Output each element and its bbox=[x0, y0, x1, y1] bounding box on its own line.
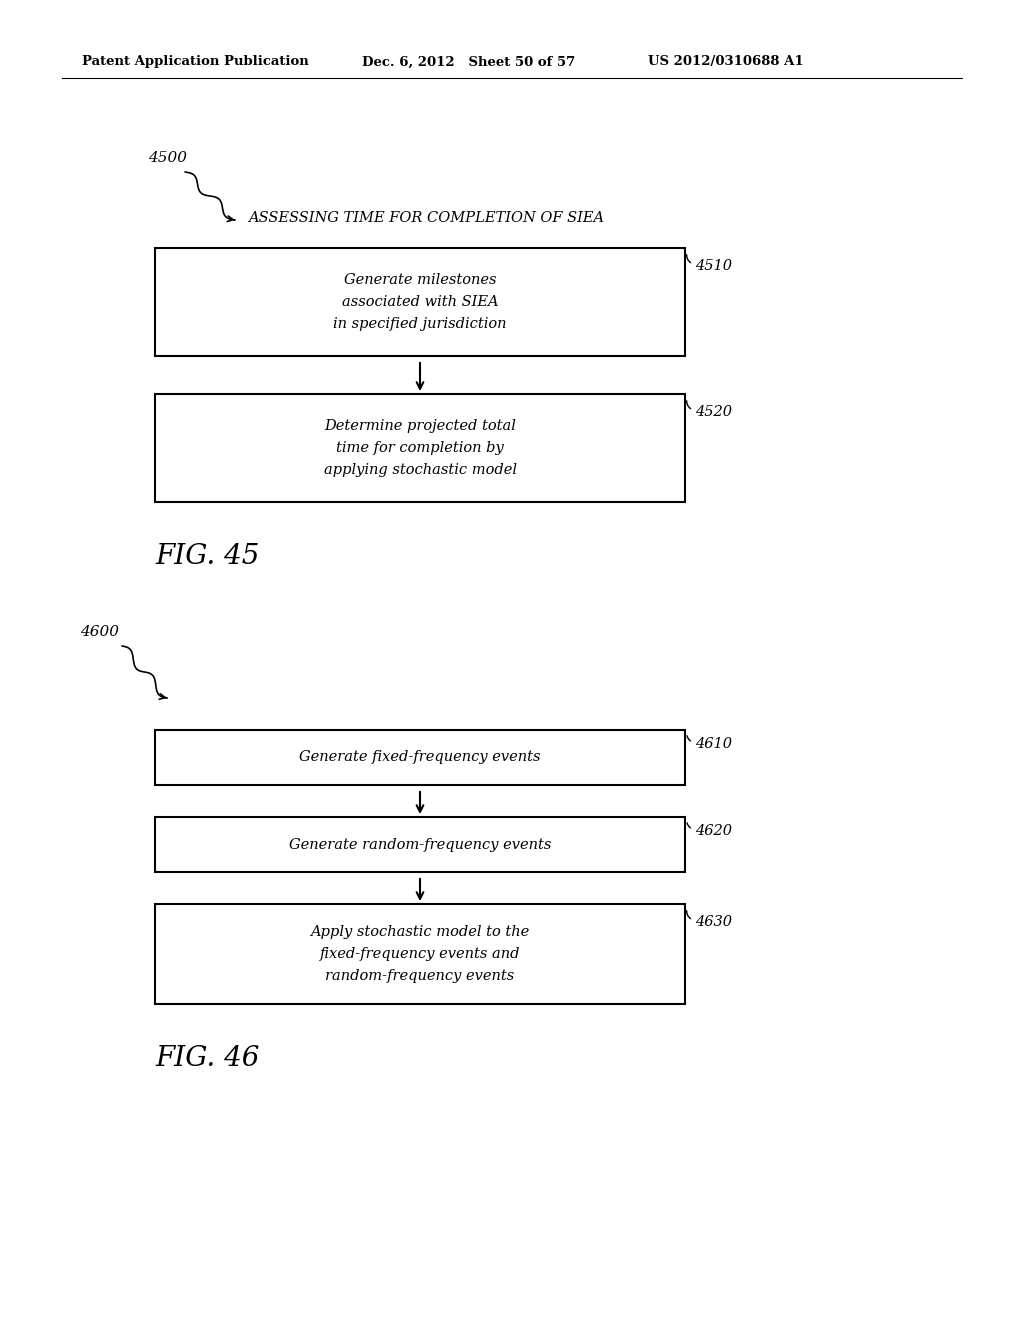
Bar bbox=[155, 393, 685, 502]
Bar bbox=[155, 817, 685, 873]
Text: Apply stochastic model to the
fixed-frequency events and
random-frequency events: Apply stochastic model to the fixed-freq… bbox=[310, 925, 529, 982]
Text: Generate fixed-frequency events: Generate fixed-frequency events bbox=[299, 751, 541, 764]
Text: 4600: 4600 bbox=[80, 624, 119, 639]
Text: Determine projected total
time for completion by
applying stochastic model: Determine projected total time for compl… bbox=[324, 420, 516, 477]
Text: 4510: 4510 bbox=[695, 259, 732, 273]
Bar bbox=[155, 730, 685, 785]
Text: US 2012/0310688 A1: US 2012/0310688 A1 bbox=[648, 55, 804, 69]
Text: 4500: 4500 bbox=[148, 150, 187, 165]
Text: ASSESSING TIME FOR COMPLETION OF SIEA: ASSESSING TIME FOR COMPLETION OF SIEA bbox=[248, 211, 604, 224]
Text: FIG. 45: FIG. 45 bbox=[155, 544, 259, 570]
Text: Generate milestones
associated with SIEA
in specified jurisdiction: Generate milestones associated with SIEA… bbox=[333, 273, 507, 331]
Text: 4610: 4610 bbox=[695, 737, 732, 751]
Text: FIG. 46: FIG. 46 bbox=[155, 1045, 259, 1072]
Bar bbox=[155, 904, 685, 1005]
Text: 4630: 4630 bbox=[695, 915, 732, 929]
Text: Dec. 6, 2012   Sheet 50 of 57: Dec. 6, 2012 Sheet 50 of 57 bbox=[362, 55, 575, 69]
Text: 4620: 4620 bbox=[695, 824, 732, 838]
Text: 4520: 4520 bbox=[695, 405, 732, 418]
Text: Patent Application Publication: Patent Application Publication bbox=[82, 55, 309, 69]
Text: Generate random-frequency events: Generate random-frequency events bbox=[289, 837, 551, 851]
Bar bbox=[155, 248, 685, 356]
